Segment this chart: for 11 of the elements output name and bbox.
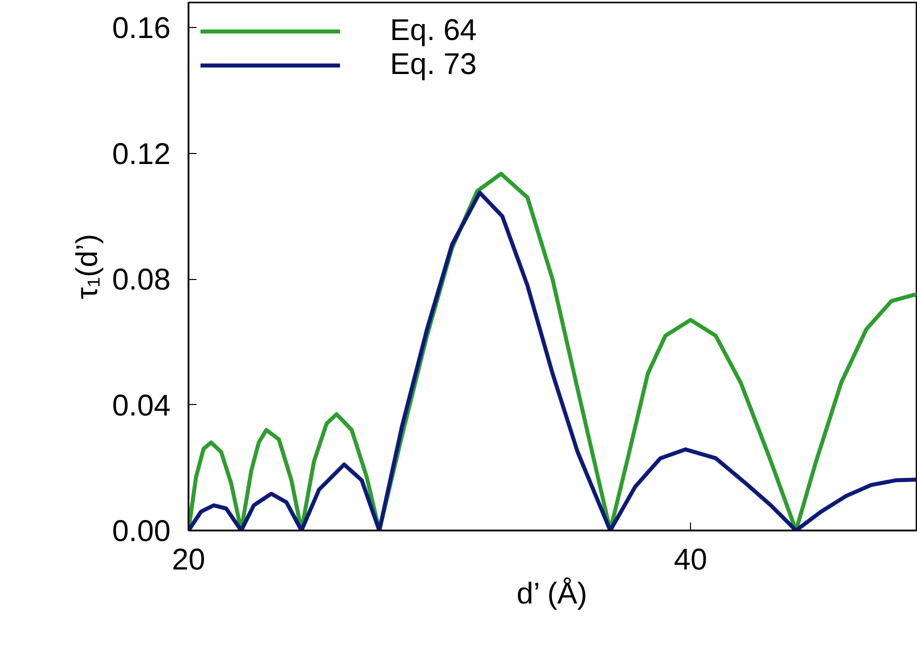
x-axis-title: d’ (Å)	[516, 576, 588, 610]
y-tick-label: 0.08	[112, 264, 170, 297]
y-tick-label: 0.16	[112, 12, 170, 46]
x-tick-label: 20	[172, 544, 206, 576]
legend-label: Eq. 73	[390, 48, 477, 82]
y-tick-label: 0.04	[112, 389, 170, 422]
legend-label: Eq. 64	[390, 14, 477, 48]
y-tick-label: 0.12	[112, 138, 170, 171]
x-tick-label: 40	[674, 544, 708, 576]
y-tick-label: 0.00	[112, 515, 170, 548]
y-axis-title: τ₁(d’)	[71, 234, 104, 300]
